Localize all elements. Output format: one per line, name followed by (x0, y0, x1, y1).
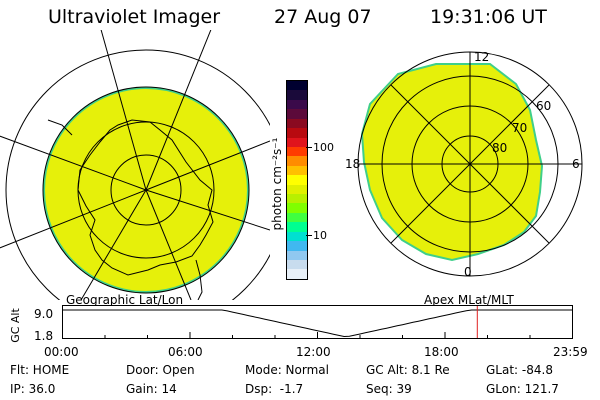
instrument-title: Ultraviolet Imager (48, 6, 221, 28)
apex-label: Apex MLat/MLT (424, 293, 514, 307)
status-glon: GLon: 121.7 (486, 382, 559, 396)
geographic-label: Geographic Lat/Lon (66, 293, 184, 307)
altitude-ytick: 1.8 (34, 329, 54, 343)
altitude-xtick: 23:59 (553, 345, 588, 359)
peninsula-coastline (195, 259, 203, 300)
mlat-label: 80 (492, 141, 507, 155)
apex-emission-region (360, 63, 544, 262)
status-ip: IP: 36.0 (10, 382, 56, 396)
colorbar-band (287, 109, 307, 119)
colorbar-band (287, 250, 307, 261)
status-dsp: Dsp: -1.7 (245, 382, 304, 396)
colorbar-band (287, 118, 307, 129)
colorbar-band (287, 90, 307, 100)
mlat-labels: 60 70 80 (492, 99, 551, 155)
apex-panel: 12 18 6 0 60 70 80 (345, 50, 583, 279)
altitude-xtick: 12:00 (296, 345, 331, 359)
colorbar-band (287, 194, 307, 204)
colorbar-band (287, 165, 307, 176)
altitude-xtick: 18:00 (424, 345, 459, 359)
geo-lat-circle (5, 49, 270, 300)
mlt-meridians (358, 52, 582, 276)
altitude-plot (62, 305, 573, 339)
altitude-curve (62, 309, 573, 338)
colorbar-tick (306, 147, 312, 148)
colorbar-band (287, 231, 307, 242)
colorbar-band (287, 269, 307, 279)
colorbar-band (287, 146, 307, 157)
altitude-ytick: 9.0 (34, 307, 54, 321)
geo-meridians (0, 30, 270, 300)
status-seq: Seq: 39 (366, 382, 412, 396)
status-glat: GLat: -84.8 (486, 363, 553, 377)
colorbar-band (287, 99, 307, 110)
altitude-ylabel: GC Alt (8, 308, 22, 343)
colorbar-band (287, 212, 307, 223)
colorbar (286, 80, 308, 280)
geo-lat-circle (42, 86, 250, 294)
altitude-xtick: 06:00 (168, 345, 203, 359)
colorbar-band (287, 128, 307, 138)
date-label: 27 Aug 07 (274, 6, 372, 28)
altitude-xticks (62, 332, 573, 338)
geo-lat-circle (110, 154, 182, 226)
colorbar-band (287, 137, 307, 147)
time-label: 19:31:06 UT (430, 6, 547, 28)
colorbar-tick-label: 100 (313, 141, 334, 154)
colorbar-band (287, 156, 307, 166)
antarctica-coastline (77, 119, 214, 276)
altitude-xtick: 00:00 (44, 345, 79, 359)
colorbar-band (287, 81, 307, 91)
mlat-label: 60 (536, 99, 551, 113)
status-door: Door: Open (126, 363, 195, 377)
colorbar-tick (306, 235, 312, 236)
colorbar-band (287, 184, 307, 195)
colorbar-unit: photon cm⁻²s⁻¹ (270, 137, 284, 231)
colorbar-band (287, 222, 307, 232)
mlt-label: 18 (345, 157, 360, 171)
colorbar-band (287, 175, 307, 185)
colorbar-band (287, 260, 307, 270)
status-gc-alt: GC Alt: 8.1 Re (366, 363, 450, 377)
colorbar-band (287, 203, 307, 213)
colorbar-tick-label: 10 (313, 229, 327, 242)
geographic-panel (0, 30, 270, 300)
mlt-labels: 12 18 6 0 (345, 50, 580, 279)
status-gain: Gain: 14 (126, 382, 177, 396)
colorbar-band (287, 241, 307, 251)
status-flight: Flt: HOME (10, 363, 70, 377)
coast-fragment (47, 119, 73, 136)
status-mode: Mode: Normal (245, 363, 329, 377)
mlt-label: 6 (572, 157, 580, 171)
mlt-label: 12 (474, 50, 489, 64)
mlat-label: 70 (512, 121, 527, 135)
mlt-label: 0 (464, 265, 472, 279)
